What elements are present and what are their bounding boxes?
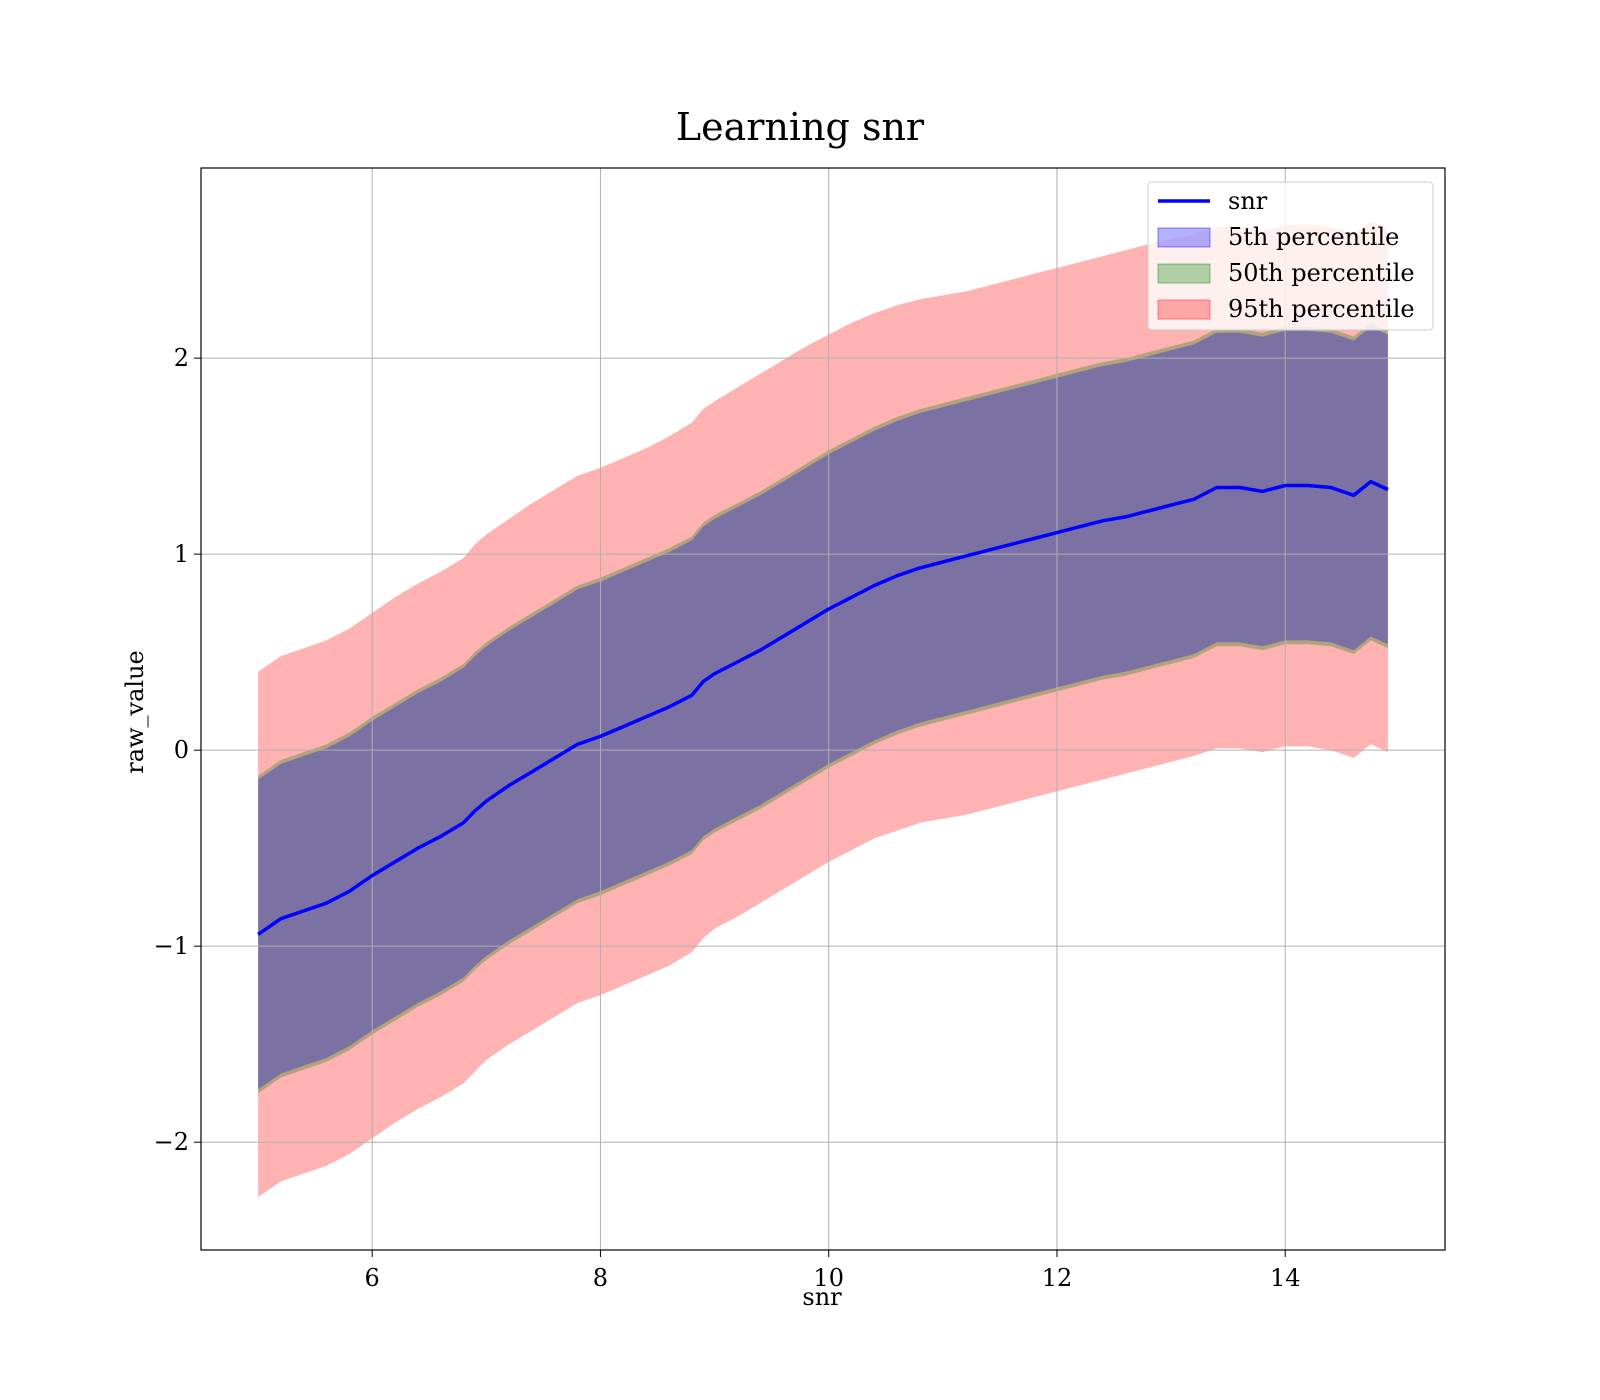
x-axis-label: snr <box>802 1283 842 1311</box>
y-tick-label: 1 <box>174 540 189 568</box>
series-lines <box>257 479 1389 936</box>
legend-label: 5th percentile <box>1228 223 1399 251</box>
legend-swatch-patch <box>1157 227 1211 248</box>
band-50th-percentile <box>258 322 1388 1094</box>
band-95th-percentile <box>258 220 1388 1198</box>
percentile-bands <box>258 220 1388 1198</box>
y-tick-label: −2 <box>154 1128 189 1156</box>
x-tick-label: 10 <box>813 1264 844 1292</box>
x-tick-label: 6 <box>365 1264 380 1292</box>
band-5th-percentile <box>258 326 1388 1090</box>
y-axis-label: raw_value <box>121 650 149 774</box>
x-tick-label: 8 <box>593 1264 608 1292</box>
plot-frame <box>200 167 1446 1251</box>
x-tick-label: 12 <box>1042 1264 1073 1292</box>
legend-label: 95th percentile <box>1228 295 1415 323</box>
legend-swatch-patch <box>1157 299 1211 320</box>
legend-box <box>1147 181 1434 331</box>
legend-swatch-patch <box>1157 263 1211 284</box>
legend: snr 5th percentile 50th percentile 95th per… <box>1147 181 1434 331</box>
y-tick-label: 0 <box>174 736 189 764</box>
series-line-snr <box>257 479 1389 936</box>
chart-title: Learning snr <box>676 105 925 149</box>
y-tick-label: 2 <box>174 344 189 372</box>
x-axis-ticks: 6 8 10 12 14 <box>365 1250 1301 1292</box>
y-tick-label: −1 <box>154 932 189 960</box>
x-tick-label: 14 <box>1270 1264 1301 1292</box>
legend-label: snr <box>1228 187 1268 215</box>
y-axis-ticks: −2 −1 0 1 2 <box>154 344 201 1156</box>
grid-lines <box>201 168 1445 1250</box>
legend-label: 50th percentile <box>1228 259 1415 287</box>
